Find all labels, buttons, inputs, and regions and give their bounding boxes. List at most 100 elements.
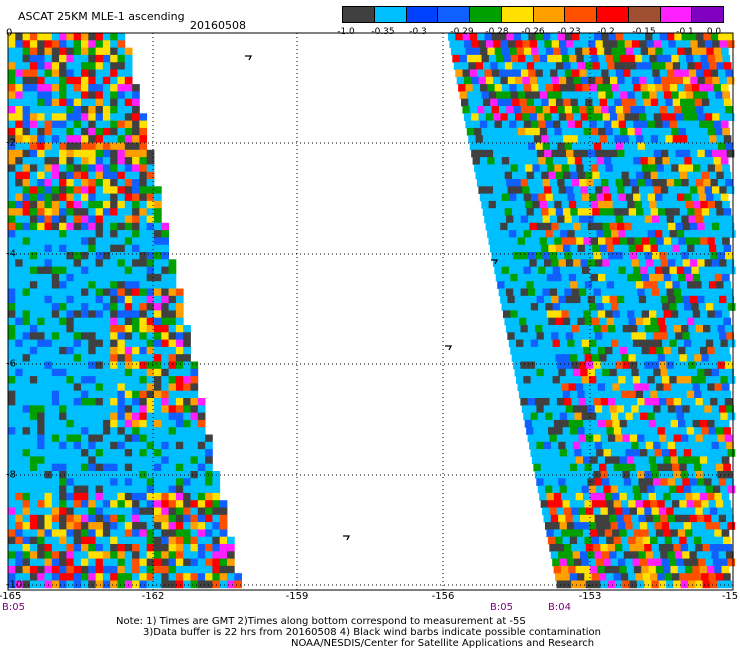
swath-cell — [685, 383, 694, 392]
swath-cell — [110, 529, 118, 538]
swath-cell — [631, 186, 640, 194]
swath-cell — [95, 69, 104, 78]
swath-cell — [37, 398, 45, 406]
swath-cell — [672, 281, 681, 289]
swath-cell — [51, 368, 60, 377]
swath-cell — [205, 544, 213, 552]
swath-cell — [695, 544, 704, 552]
swath-cell — [455, 69, 463, 78]
swath-cell — [558, 368, 567, 377]
swath-cell — [481, 91, 490, 100]
swath-cell — [168, 332, 177, 340]
swath-cell — [678, 383, 686, 392]
swath-cell — [132, 193, 140, 202]
swath-cell — [66, 84, 75, 92]
swath-cell — [197, 478, 206, 486]
swath-cell — [124, 427, 133, 435]
swath-cell — [538, 193, 546, 202]
swath-cell — [638, 405, 647, 413]
swath-cell — [15, 135, 23, 143]
swath-cell — [102, 91, 111, 100]
swath-cell — [625, 376, 634, 384]
swath-cell — [474, 54, 482, 63]
swath-cell — [132, 208, 140, 216]
swath-cell — [555, 244, 564, 253]
swath-cell — [678, 91, 687, 100]
swath-cell — [671, 200, 679, 209]
swath-cell — [29, 179, 38, 187]
swath-cell — [584, 317, 593, 326]
swath-cell — [652, 215, 660, 224]
swath-cell — [636, 135, 644, 143]
swath-cell — [15, 471, 23, 479]
swath-cell — [168, 317, 177, 326]
swath-cell — [146, 266, 155, 275]
swath-cell — [705, 485, 714, 494]
swath-cell — [110, 84, 118, 92]
swath-cell — [73, 106, 82, 114]
swath-cell — [579, 33, 588, 41]
swath-cell — [73, 120, 82, 129]
swath-cell — [521, 405, 530, 413]
swath-cell — [88, 390, 96, 399]
swath-cell — [555, 135, 564, 143]
swath-cell — [695, 361, 704, 370]
swath-cell — [102, 40, 111, 48]
swath-cell — [485, 40, 494, 48]
swath-cell — [117, 485, 126, 494]
swath-cell — [580, 405, 588, 413]
swath-cell — [95, 237, 104, 246]
swath-cell — [66, 339, 75, 348]
swath-cell — [710, 33, 719, 41]
swath-cell — [577, 573, 585, 581]
swath-cell — [667, 551, 676, 559]
swath-cell — [44, 259, 53, 267]
swath-cell — [721, 346, 730, 355]
swath-cell — [139, 230, 148, 238]
swath-cell — [44, 478, 53, 486]
swath-cell — [676, 485, 685, 494]
swath-cell — [688, 398, 696, 406]
swath-cell — [615, 544, 623, 552]
swath-cell — [549, 288, 558, 297]
swath-cell — [219, 522, 228, 530]
swath-cell — [544, 186, 552, 194]
swath-cell — [708, 390, 717, 399]
swath-cell — [681, 179, 690, 187]
swath-cell — [691, 339, 699, 348]
swath-cell — [205, 580, 213, 589]
swath-cell — [540, 427, 549, 435]
swath-cell — [531, 120, 539, 129]
swath-cell — [124, 244, 133, 253]
swath-cell — [59, 478, 67, 486]
swath-cell — [22, 208, 31, 216]
swath-cell — [599, 98, 608, 107]
swath-cell — [660, 332, 669, 340]
swath-cell — [698, 485, 707, 494]
swath-cell — [527, 361, 536, 370]
swath-cell — [558, 551, 566, 559]
swath-cell — [66, 485, 75, 494]
swath-cell — [702, 471, 711, 479]
swath-cell — [534, 98, 542, 107]
swath-cell — [124, 317, 133, 326]
swath-cell — [29, 398, 38, 406]
swath-cell — [528, 106, 536, 114]
swath-cell — [22, 390, 31, 399]
swath-cell — [154, 339, 162, 348]
swath-cell — [692, 565, 701, 574]
swath-cell — [581, 339, 590, 348]
swath-cell — [520, 142, 529, 151]
swath-cell — [190, 478, 199, 486]
swath-cell — [37, 40, 45, 48]
swath-cell — [59, 215, 67, 224]
swath-cell — [567, 230, 576, 238]
swath-cell — [564, 325, 572, 333]
swath-cell — [520, 252, 529, 260]
swath-cell — [37, 441, 45, 450]
swath-cell — [51, 492, 60, 501]
swath-cell — [102, 346, 111, 355]
swath-cell — [15, 281, 23, 289]
swath-cell — [227, 580, 235, 589]
swath-cell — [124, 368, 133, 377]
